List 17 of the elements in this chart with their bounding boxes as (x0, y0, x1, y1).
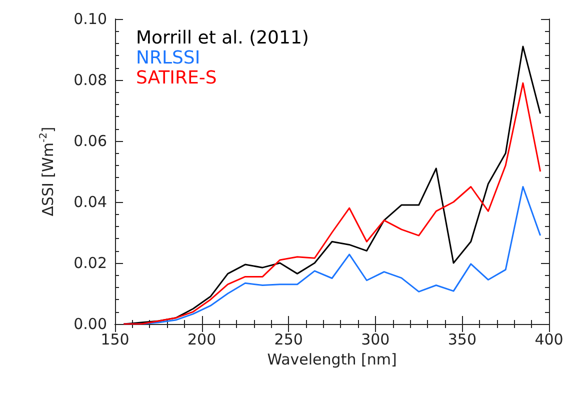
x-tick-label: 400 (534, 330, 564, 348)
text: SATIRE-S (136, 68, 217, 88)
x-tick-label: 350 (448, 330, 477, 348)
text: NRLSSI (136, 48, 200, 68)
y-tick-label: 0.10 (74, 10, 107, 28)
y-tick-label: 0.02 (74, 254, 107, 272)
y-tick-label: 0.06 (74, 132, 107, 150)
x-tick-label: 200 (187, 330, 216, 348)
y-tick-label: 0.08 (74, 71, 107, 89)
y-axis-title: ΔSSI [Wm-2] (38, 126, 57, 216)
y-tick-label: 0.00 (74, 315, 107, 333)
text: Morrill et al. (2011) (136, 28, 309, 48)
y-tick-label: 0.04 (74, 193, 107, 211)
x-axis-title: Wavelength [nm] (267, 350, 397, 368)
x-tick-label: 300 (361, 330, 390, 348)
x-tick-label: 250 (274, 330, 303, 348)
x-tick-label: 150 (100, 330, 130, 348)
